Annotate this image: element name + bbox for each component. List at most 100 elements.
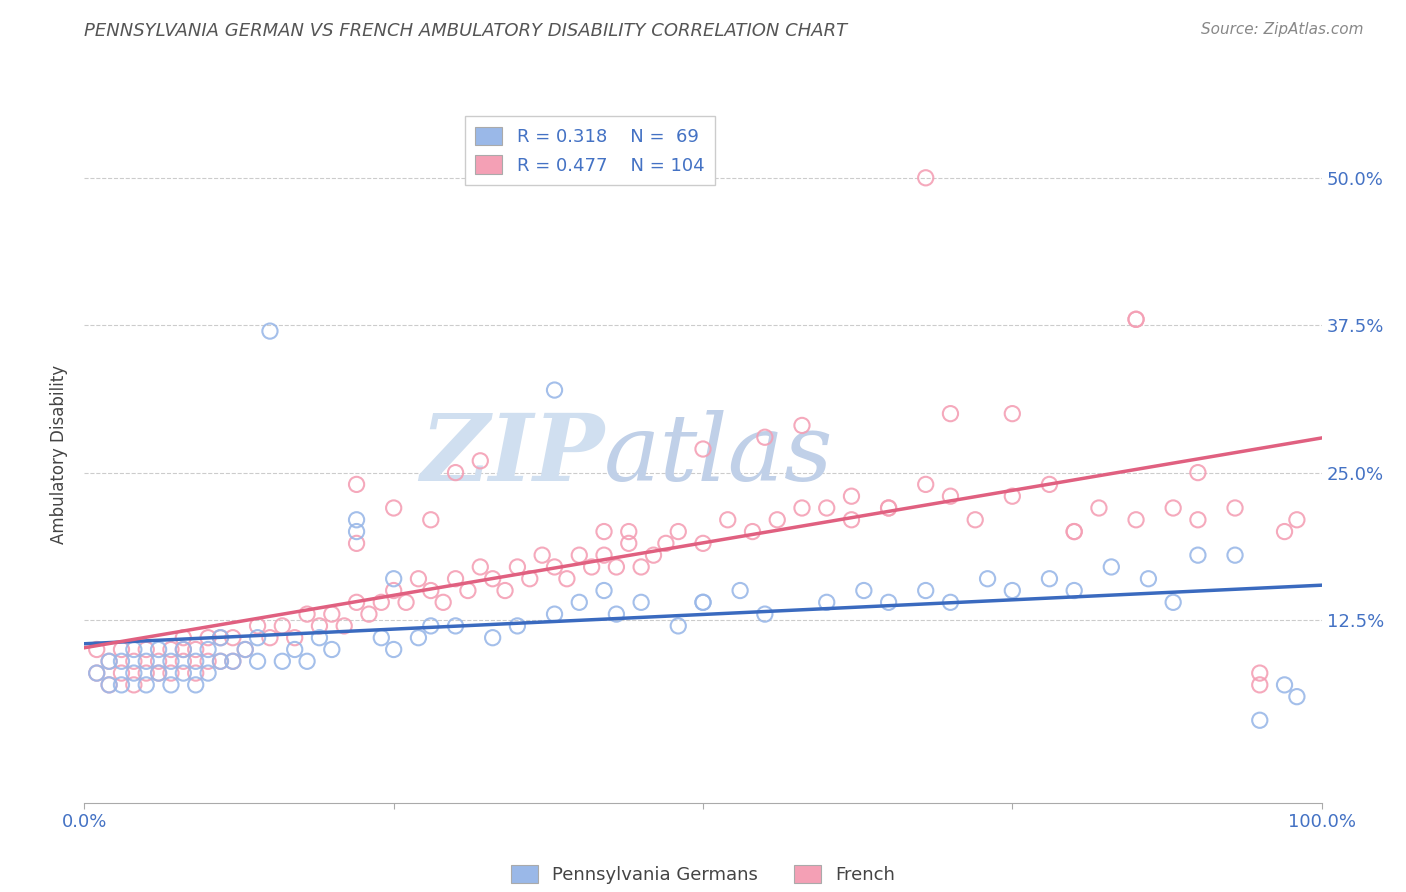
- Point: [122, 678, 145, 692]
- Point: [630, 595, 652, 609]
- Point: [939, 489, 962, 503]
- Text: atlas: atlas: [605, 410, 834, 500]
- Point: [852, 583, 875, 598]
- Point: [122, 654, 145, 668]
- Point: [939, 407, 962, 421]
- Point: [172, 642, 194, 657]
- Point: [110, 666, 132, 681]
- Point: [259, 631, 281, 645]
- Point: [184, 642, 207, 657]
- Point: [815, 595, 838, 609]
- Point: [470, 560, 492, 574]
- Point: [1187, 548, 1209, 562]
- Point: [122, 642, 145, 657]
- Point: [382, 572, 405, 586]
- Point: [1063, 524, 1085, 539]
- Point: [605, 560, 627, 574]
- Point: [408, 631, 430, 645]
- Point: [1223, 500, 1246, 515]
- Point: [148, 654, 170, 668]
- Text: Source: ZipAtlas.com: Source: ZipAtlas.com: [1201, 22, 1364, 37]
- Point: [333, 619, 356, 633]
- Point: [1088, 500, 1111, 515]
- Point: [222, 654, 245, 668]
- Point: [321, 607, 343, 621]
- Point: [382, 642, 405, 657]
- Point: [98, 654, 121, 668]
- Point: [914, 583, 936, 598]
- Point: [754, 607, 776, 621]
- Point: [457, 583, 479, 598]
- Point: [98, 678, 121, 692]
- Point: [295, 607, 318, 621]
- Point: [209, 654, 232, 668]
- Point: [1187, 466, 1209, 480]
- Point: [382, 500, 405, 515]
- Point: [419, 619, 441, 633]
- Point: [1063, 524, 1085, 539]
- Point: [246, 631, 269, 645]
- Point: [346, 536, 368, 550]
- Point: [408, 572, 430, 586]
- Point: [160, 642, 183, 657]
- Point: [382, 583, 405, 598]
- Point: [209, 631, 232, 645]
- Point: [1161, 500, 1184, 515]
- Point: [148, 642, 170, 657]
- Point: [1001, 407, 1024, 421]
- Point: [1125, 312, 1147, 326]
- Point: [470, 454, 492, 468]
- Point: [346, 524, 368, 539]
- Point: [160, 654, 183, 668]
- Point: [1063, 583, 1085, 598]
- Point: [481, 631, 503, 645]
- Point: [605, 607, 627, 621]
- Point: [617, 536, 640, 550]
- Point: [481, 572, 503, 586]
- Point: [98, 654, 121, 668]
- Point: [432, 595, 454, 609]
- Point: [222, 631, 245, 645]
- Point: [246, 654, 269, 668]
- Point: [110, 678, 132, 692]
- Point: [877, 500, 900, 515]
- Point: [543, 560, 565, 574]
- Point: [370, 595, 392, 609]
- Point: [259, 324, 281, 338]
- Point: [1249, 666, 1271, 681]
- Point: [295, 654, 318, 668]
- Point: [172, 642, 194, 657]
- Point: [308, 631, 330, 645]
- Point: [444, 466, 467, 480]
- Point: [160, 678, 183, 692]
- Point: [284, 642, 307, 657]
- Point: [370, 631, 392, 645]
- Point: [666, 524, 689, 539]
- Point: [841, 513, 863, 527]
- Point: [1274, 524, 1296, 539]
- Point: [1038, 572, 1060, 586]
- Point: [197, 654, 219, 668]
- Point: [506, 619, 529, 633]
- Text: PENNSYLVANIA GERMAN VS FRENCH AMBULATORY DISABILITY CORRELATION CHART: PENNSYLVANIA GERMAN VS FRENCH AMBULATORY…: [84, 22, 848, 40]
- Point: [246, 619, 269, 633]
- Point: [271, 654, 294, 668]
- Point: [790, 500, 813, 515]
- Point: [692, 536, 714, 550]
- Point: [543, 383, 565, 397]
- Point: [519, 572, 541, 586]
- Point: [172, 654, 194, 668]
- Point: [1099, 560, 1122, 574]
- Point: [346, 477, 368, 491]
- Point: [1274, 678, 1296, 692]
- Point: [184, 654, 207, 668]
- Point: [172, 666, 194, 681]
- Point: [494, 583, 516, 598]
- Point: [790, 418, 813, 433]
- Point: [1249, 678, 1271, 692]
- Point: [444, 619, 467, 633]
- Point: [197, 631, 219, 645]
- Point: [766, 513, 789, 527]
- Point: [86, 642, 108, 657]
- Y-axis label: Ambulatory Disability: Ambulatory Disability: [51, 366, 69, 544]
